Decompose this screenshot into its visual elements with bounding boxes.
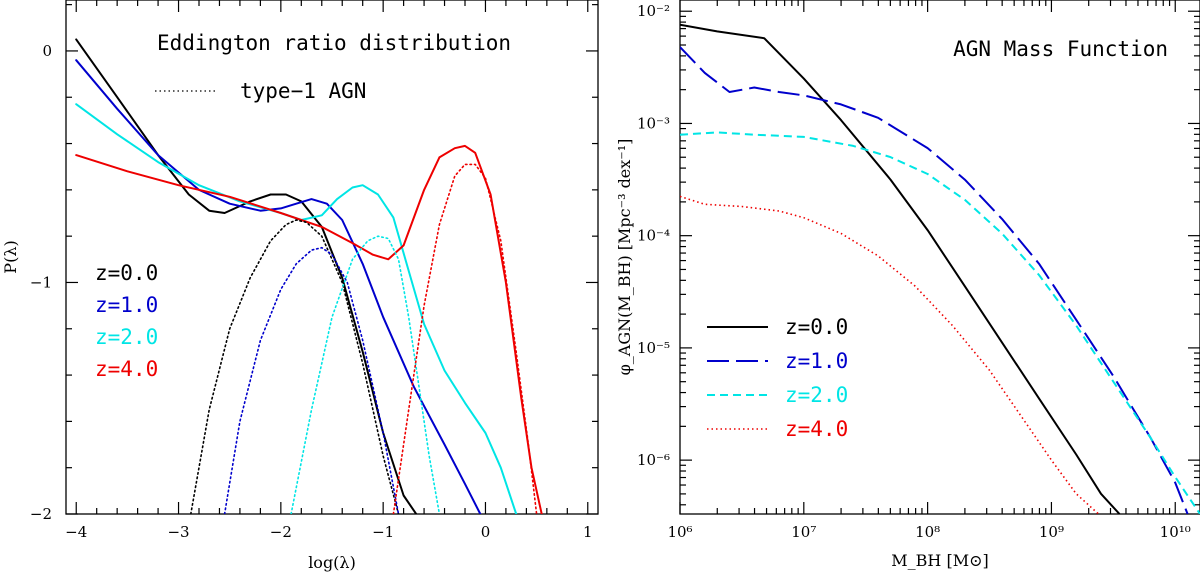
right-legend: z=0.0 z=1.0 z=2.0 z=4.0 bbox=[707, 315, 848, 441]
left-y-tick-label: −1 bbox=[30, 273, 52, 291]
left-chart-title: Eddington ratio distribution bbox=[157, 31, 511, 55]
left-x-tick-label: −4 bbox=[65, 523, 87, 541]
left-series-line-z-4-0 bbox=[75, 144, 543, 514]
left-tick-labels: −4 −3 −2 −1 0 1 −2 −1 0 bbox=[30, 42, 593, 541]
right-x-tick-label: 10⁷ bbox=[791, 523, 816, 541]
right-chart-title: AGN Mass Function bbox=[953, 37, 1168, 61]
left-y-tick-label: −2 bbox=[30, 505, 52, 523]
right-series-group bbox=[680, 23, 1200, 514]
right-ticks bbox=[679, 0, 1200, 514]
right-x-tick-label: 10¹⁰ bbox=[1160, 523, 1191, 541]
left-legend-label-z-0-0: z=0.0 bbox=[95, 261, 158, 285]
left-series-line-z-0-0-type-1 bbox=[190, 219, 400, 514]
right-series-line-z-0-0 bbox=[680, 23, 1121, 514]
left-series-group bbox=[75, 38, 543, 514]
left-series-line-z-2-0 bbox=[75, 103, 518, 514]
left-x-tick-label: 1 bbox=[583, 523, 593, 541]
right-x-tick-label: 10⁶ bbox=[667, 523, 692, 541]
left-series-line-z-2-0-type-1 bbox=[290, 235, 441, 514]
right-tick-labels: 10⁶ 10⁷ 10⁸ 10⁹ 10¹⁰ 10⁻⁶ 10⁻⁵ 10⁻⁴ 10⁻³ 10⁻² bbox=[637, 2, 1191, 541]
left-series-line-z-0-0 bbox=[75, 38, 418, 514]
right-legend-label-z-4-0: z=4.0 bbox=[785, 417, 848, 441]
left-series-line-z-1-0 bbox=[75, 59, 482, 514]
left-legend: z=0.0 z=1.0 z=2.0 z=4.0 bbox=[95, 261, 158, 381]
right-plot-frame bbox=[679, 0, 1200, 515]
left-y-axis-label: P(λ) bbox=[1, 240, 20, 273]
left-x-tick-label: 0 bbox=[481, 523, 491, 541]
left-legend-label-z-2-0: z=2.0 bbox=[95, 325, 158, 349]
right-series-line-z-2-0 bbox=[680, 131, 1200, 514]
left-x-tick-label: −2 bbox=[270, 523, 292, 541]
left-series-line-z-1-0-type-1 bbox=[223, 246, 400, 514]
right-y-tick-label: 10⁻² bbox=[637, 2, 670, 20]
left-x-tick-label: −1 bbox=[372, 523, 394, 541]
right-y-tick-label: 10⁻⁶ bbox=[637, 451, 670, 469]
right-x-tick-label: 10⁸ bbox=[915, 523, 940, 541]
right-series-line-z-4-0 bbox=[680, 195, 1100, 514]
right-panel: 10⁶ 10⁷ 10⁸ 10⁹ 10¹⁰ 10⁻⁶ 10⁻⁵ 10⁻⁴ 10⁻³ 10⁻² AGN… bbox=[615, 0, 1200, 570]
left-panel: −4 −3 −2 −1 0 1 −2 −1 0 Eddington ratio distribu… bbox=[1, 0, 599, 572]
right-y-tick-label: 10⁻³ bbox=[637, 114, 670, 132]
right-x-tick-label: 10⁹ bbox=[1039, 523, 1064, 541]
left-type1-legend-label: type−1 AGN bbox=[240, 79, 366, 103]
left-x-tick-label: −3 bbox=[167, 523, 189, 541]
left-series-line-z-4-0-type-1 bbox=[392, 163, 538, 514]
right-y-axis-label: φ_AGN(M_BH) [Mpc⁻³ dex⁻¹] bbox=[615, 139, 634, 376]
right-y-tick-label: 10⁻⁴ bbox=[637, 227, 670, 245]
right-x-axis-label: M_BH [M⊙] bbox=[891, 551, 988, 570]
left-legend-label-z-4-0: z=4.0 bbox=[95, 357, 158, 381]
right-legend-label-z-2-0: z=2.0 bbox=[785, 383, 848, 407]
left-y-tick-label: 0 bbox=[42, 42, 52, 60]
left-plot-frame bbox=[65, 0, 599, 515]
right-legend-label-z-0-0: z=0.0 bbox=[785, 315, 848, 339]
left-legend-label-z-1-0: z=1.0 bbox=[95, 293, 158, 317]
left-ticks bbox=[66, 0, 598, 515]
right-series-line-z-1-0 bbox=[680, 46, 1189, 514]
right-legend-label-z-1-0: z=1.0 bbox=[785, 349, 848, 373]
left-x-axis-label: log(λ) bbox=[308, 553, 356, 572]
right-y-tick-label: 10⁻⁵ bbox=[637, 339, 670, 357]
